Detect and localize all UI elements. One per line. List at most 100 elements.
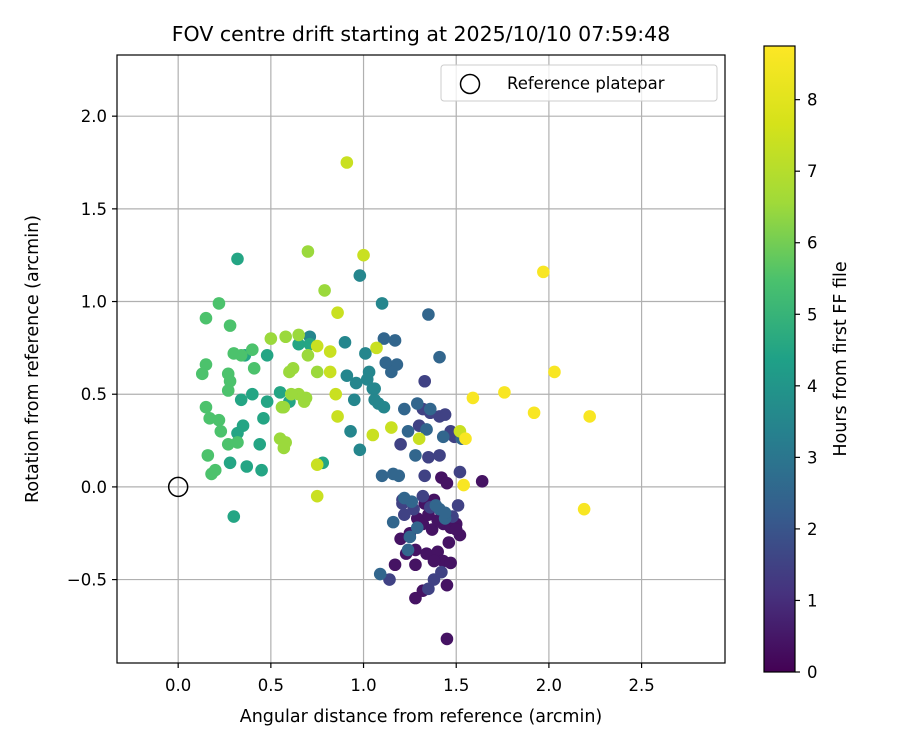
data-point <box>231 426 244 440</box>
data-point <box>388 334 402 347</box>
data-point <box>257 412 270 425</box>
data-point <box>223 456 237 470</box>
data-point <box>318 284 331 297</box>
colorbar-ticks: 0 1 2 3 4 5 6 7 8 <box>795 91 818 682</box>
data-point <box>409 558 422 572</box>
data-point <box>377 400 391 414</box>
data-point <box>398 491 411 505</box>
data-point <box>444 556 457 570</box>
data-point <box>340 369 354 382</box>
data-point <box>279 436 292 449</box>
data-point <box>418 469 432 483</box>
data-point <box>386 515 400 529</box>
data-point <box>427 554 441 568</box>
data-point <box>292 328 305 342</box>
data-point <box>416 489 430 503</box>
data-point <box>433 449 446 462</box>
colorbar-tick-label: 3 <box>807 448 818 467</box>
data-point <box>429 499 443 512</box>
reference-platepar-marker <box>167 476 189 498</box>
data-point <box>418 374 432 388</box>
data-point <box>375 469 389 483</box>
data-point <box>275 400 289 414</box>
data-point <box>422 582 435 596</box>
chart-title: FOV centre drift starting at 2025/10/10 … <box>172 22 671 46</box>
data-point <box>440 578 454 592</box>
data-point <box>347 393 361 407</box>
data-point <box>284 387 298 401</box>
data-point <box>331 410 344 423</box>
data-point <box>385 421 398 434</box>
data-point <box>377 332 391 345</box>
data-point <box>385 365 398 379</box>
data-point <box>368 382 381 395</box>
data-point <box>398 508 411 522</box>
data-point <box>234 393 248 407</box>
data-point <box>440 632 454 646</box>
data-point <box>221 437 235 451</box>
data-point <box>394 437 407 451</box>
x-tick-label: 2.5 <box>628 676 654 695</box>
data-point <box>292 337 305 351</box>
data-point <box>323 345 337 358</box>
data-point <box>299 391 313 405</box>
data-point <box>412 432 426 446</box>
y-tick-label: 1.0 <box>81 293 107 312</box>
x-tick-label: 1.5 <box>443 676 469 695</box>
y-tick-label: 0.5 <box>81 385 107 404</box>
colorbar-label: Hours from first FF file <box>831 261 851 456</box>
data-point <box>359 347 372 360</box>
data-point <box>208 463 222 477</box>
data-point <box>548 365 561 379</box>
y-tick-label: −0.5 <box>67 571 107 590</box>
data-point <box>423 402 437 416</box>
data-point <box>199 400 213 414</box>
data-point <box>353 443 367 457</box>
data-point <box>383 573 396 586</box>
data-point <box>425 523 439 536</box>
data-point <box>283 365 296 379</box>
colorbar-tick-label: 4 <box>807 377 818 396</box>
data-point <box>357 248 370 262</box>
x-tick-label: 0.5 <box>258 676 284 695</box>
data-point <box>388 558 402 572</box>
data-point <box>338 336 352 349</box>
data-point <box>451 499 465 512</box>
data-point <box>401 543 415 557</box>
plot-frame <box>116 54 726 664</box>
data-point <box>398 402 411 416</box>
data-point <box>577 502 591 516</box>
data-point <box>537 265 550 279</box>
data-point <box>340 156 354 169</box>
data-point <box>310 339 324 353</box>
data-point <box>409 449 422 462</box>
legend-box <box>440 64 718 102</box>
data-point <box>527 406 541 420</box>
colorbar-frame <box>763 45 796 673</box>
data-point <box>279 330 292 344</box>
data-point <box>212 297 226 310</box>
data-point <box>440 476 454 490</box>
data-point <box>247 361 261 375</box>
data-point <box>410 521 424 534</box>
data-point <box>323 365 337 379</box>
data-point <box>301 348 315 362</box>
data-point <box>344 424 357 438</box>
data-point <box>273 386 287 399</box>
data-point <box>234 348 248 362</box>
data-point <box>240 460 254 473</box>
x-tick-label: 0.0 <box>165 676 191 695</box>
data-point <box>435 565 448 579</box>
data-point <box>475 475 489 488</box>
data-point <box>221 384 235 397</box>
colorbar-tick-label: 0 <box>807 663 818 682</box>
data-point <box>386 467 400 481</box>
data-point <box>203 412 216 425</box>
data-point <box>422 450 435 464</box>
y-tick-label: 1.5 <box>81 200 107 219</box>
y-tick-label: 2.0 <box>81 107 107 126</box>
data-point <box>459 432 472 446</box>
data-point <box>331 306 344 319</box>
data-point <box>420 423 433 436</box>
